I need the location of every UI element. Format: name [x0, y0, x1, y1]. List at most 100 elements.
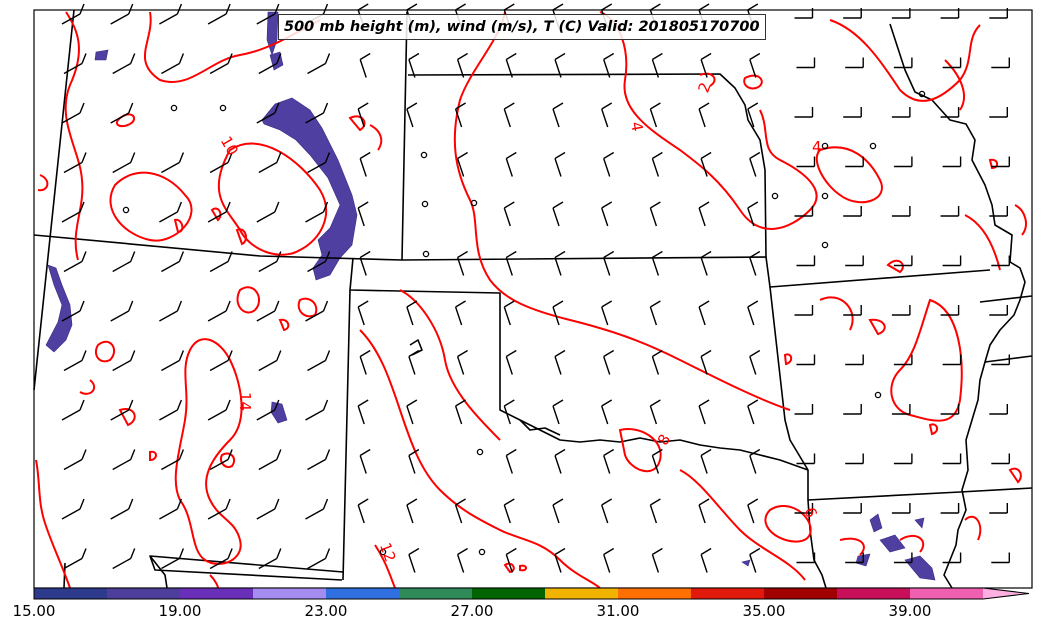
wind-barb	[503, 300, 515, 326]
wind-barb	[651, 250, 663, 276]
colorbar-segment	[691, 588, 765, 599]
colorbar-segment	[180, 588, 254, 599]
wind-barb	[554, 151, 566, 177]
wind-barb	[408, 52, 420, 78]
wind-barb	[845, 453, 864, 465]
wind-barb	[307, 53, 331, 75]
wind-barb	[554, 349, 566, 375]
wind-barb	[845, 57, 864, 69]
colorbar-segment	[34, 588, 108, 599]
wind-barb	[796, 255, 816, 267]
wind-barb	[161, 449, 185, 471]
wind-barb	[991, 552, 1010, 564]
wind-barb	[940, 305, 960, 316]
wind-barb	[554, 52, 566, 78]
wind-barb	[552, 399, 564, 425]
wind-barb	[63, 53, 87, 75]
wind-barb	[63, 152, 87, 174]
wind-barb	[258, 53, 282, 75]
wind-barb	[794, 206, 814, 217]
wind-barb	[603, 250, 615, 276]
wind-barb	[456, 250, 468, 276]
wind-barb	[940, 206, 960, 217]
wind-barb	[893, 453, 913, 465]
wind-barb	[749, 52, 761, 78]
wind-barb	[207, 300, 231, 322]
wind-barb	[891, 107, 911, 118]
contour-label: 4	[627, 120, 646, 133]
wind-barb	[651, 52, 663, 78]
wind-barb	[794, 503, 814, 514]
wind-barb	[112, 251, 136, 273]
colorbar-tick-label: 39.00	[888, 602, 932, 620]
wind-barb	[110, 498, 134, 520]
wind-barb	[159, 300, 183, 322]
wind-barb	[749, 547, 761, 573]
wind-barb	[258, 251, 282, 273]
wind-barb	[747, 102, 759, 128]
wind-barb	[209, 251, 233, 273]
wind-barb	[942, 453, 962, 465]
wind-barb	[794, 404, 814, 415]
wind-barb	[406, 498, 418, 524]
wind-barb	[357, 498, 369, 524]
wind-barb	[305, 300, 329, 322]
wind-barb	[700, 52, 712, 78]
wind-barb	[207, 498, 231, 520]
wind-barb	[161, 152, 185, 174]
wind-barb	[207, 201, 231, 223]
wind-barb	[747, 498, 759, 524]
wind-barb	[161, 350, 185, 372]
contour-label: 12	[376, 540, 399, 564]
wind-barb	[161, 251, 185, 273]
wind-barb	[749, 151, 761, 177]
wind-barb	[942, 57, 962, 69]
wind-barb	[552, 201, 564, 227]
wind-barb	[698, 498, 710, 524]
wind-barb	[649, 102, 661, 128]
wind-barb	[843, 206, 862, 217]
wind-barb	[503, 102, 515, 128]
wind-barb	[159, 3, 183, 25]
wind-barb	[61, 498, 85, 520]
wind-barb	[110, 3, 134, 25]
wind-barb	[698, 300, 710, 326]
colorbar-segment	[253, 588, 327, 599]
colorbar-tick-label: 15.00	[12, 602, 56, 620]
wind-barb	[456, 52, 468, 78]
wind-barb	[893, 552, 913, 564]
wind-barb	[700, 349, 712, 375]
wind-barb	[649, 201, 661, 227]
wind-barb	[749, 448, 761, 474]
wind-barb	[891, 503, 911, 514]
wind-barb	[256, 3, 280, 25]
wind-barb	[601, 300, 613, 326]
colorbar-segment	[107, 588, 181, 599]
wind-barb	[601, 201, 613, 227]
wind-barb	[305, 102, 329, 124]
wind-barb	[209, 350, 233, 372]
wind-barb	[843, 107, 862, 118]
wind-barb	[942, 255, 962, 267]
colorbar-tick-label: 35.00	[742, 602, 786, 620]
wind-barb	[940, 107, 960, 118]
colorbar-segment	[326, 588, 400, 599]
wind-barb	[552, 102, 564, 128]
wind-barb	[552, 300, 564, 326]
wind-barb	[503, 498, 515, 524]
colorbar-segment	[618, 588, 692, 599]
wind-barb	[505, 52, 517, 78]
wind-barb	[796, 453, 816, 465]
wind-barb	[406, 300, 418, 326]
wind-barb	[307, 350, 331, 372]
wind-barb	[256, 102, 280, 124]
wind-barb	[357, 102, 369, 128]
wind-barb	[256, 399, 280, 421]
wind-barb	[209, 152, 233, 174]
colorbar	[33, 587, 1030, 600]
wind-barb	[161, 53, 185, 75]
wind-barb	[649, 399, 661, 425]
wind-barb	[505, 448, 517, 474]
wind-barb	[112, 53, 136, 75]
